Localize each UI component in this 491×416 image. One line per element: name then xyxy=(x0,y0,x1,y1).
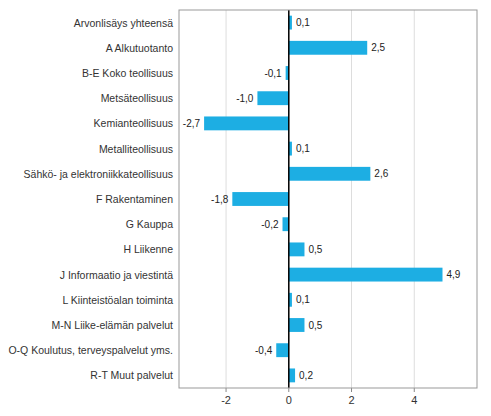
tick-mark xyxy=(226,388,227,392)
bar xyxy=(289,242,305,256)
category-label: Sähkö- ja elektroniikkateollisuus xyxy=(24,168,173,180)
data-label: 0,2 xyxy=(299,370,313,381)
data-label: 0,5 xyxy=(308,320,322,331)
bars xyxy=(204,16,442,383)
tick-mark xyxy=(414,388,415,392)
bar xyxy=(289,368,295,382)
plot-frame xyxy=(179,10,477,388)
data-label: 2,6 xyxy=(374,168,388,179)
bar xyxy=(232,192,288,206)
data-label: -0,1 xyxy=(264,68,282,79)
data-label: 0,5 xyxy=(308,244,322,255)
data-label: -2,7 xyxy=(183,118,201,129)
tick-label: 0 xyxy=(286,394,292,406)
data-label: -0,4 xyxy=(255,345,273,356)
category-label: L Kiinteistöalan toiminta xyxy=(62,294,173,306)
data-label: -1,0 xyxy=(236,93,254,104)
tick-label: 2 xyxy=(348,394,354,406)
tick-label: -2 xyxy=(221,394,231,406)
category-label: Arvonlisäys yhteensä xyxy=(74,17,173,29)
data-label: 0,1 xyxy=(296,294,310,305)
category-labels: Arvonlisäys yhteensä A Alkutuotanto B-E Ko… xyxy=(8,17,173,382)
category-label: Metsäteollisuus xyxy=(101,92,173,104)
category-label: R-T Muut palvelut xyxy=(90,369,173,381)
bar xyxy=(276,343,289,357)
data-label: -0,2 xyxy=(261,219,279,230)
category-label: J Informaatio ja viestintä xyxy=(60,269,173,281)
bar xyxy=(204,116,289,130)
chart-container: Arvonlisäys yhteensä A Alkutuotanto B-E Ko… xyxy=(0,0,491,416)
category-label: H Liikenne xyxy=(123,243,173,255)
category-label: F Rakentaminen xyxy=(96,193,173,205)
category-label: G Kauppa xyxy=(126,218,173,230)
bar xyxy=(289,318,305,332)
category-label: Kemianteollisuus xyxy=(94,117,173,129)
grid xyxy=(226,10,414,388)
bar xyxy=(257,91,288,105)
tick-mark xyxy=(288,388,289,392)
grid-line xyxy=(414,10,415,388)
category-label: M-N Liike-elämän palvelut xyxy=(52,319,173,331)
data-labels: 0,1 2,5 -0,1 -1,0 -2,7 0,1 2,6 -1,8 -0,2 0,5 4,9 0,… xyxy=(183,17,461,381)
data-label: 0,1 xyxy=(296,143,310,154)
category-label: B-E Koko teollisuus xyxy=(82,67,173,79)
grid-line xyxy=(288,10,289,388)
tick-label: 4 xyxy=(411,394,417,406)
data-label: -1,8 xyxy=(211,194,229,205)
bar xyxy=(289,167,371,181)
x-axis: -2 0 2 4 xyxy=(221,388,417,406)
bar xyxy=(283,217,289,231)
tick-mark xyxy=(351,388,352,392)
data-label: 2,5 xyxy=(371,42,385,53)
data-label: 0,1 xyxy=(296,17,310,28)
data-label: 4,9 xyxy=(446,269,460,280)
bar xyxy=(289,41,367,55)
zero-line xyxy=(288,10,290,388)
category-label: A Alkutuotanto xyxy=(106,42,173,54)
category-label: Metalliteollisuus xyxy=(99,143,173,155)
grid-line xyxy=(351,10,352,388)
bar xyxy=(289,268,443,282)
category-label: O-Q Koulutus, terveyspalvelut yms. xyxy=(8,344,173,356)
chart-svg: Arvonlisäys yhteensä A Alkutuotanto B-E Ko… xyxy=(0,0,491,416)
